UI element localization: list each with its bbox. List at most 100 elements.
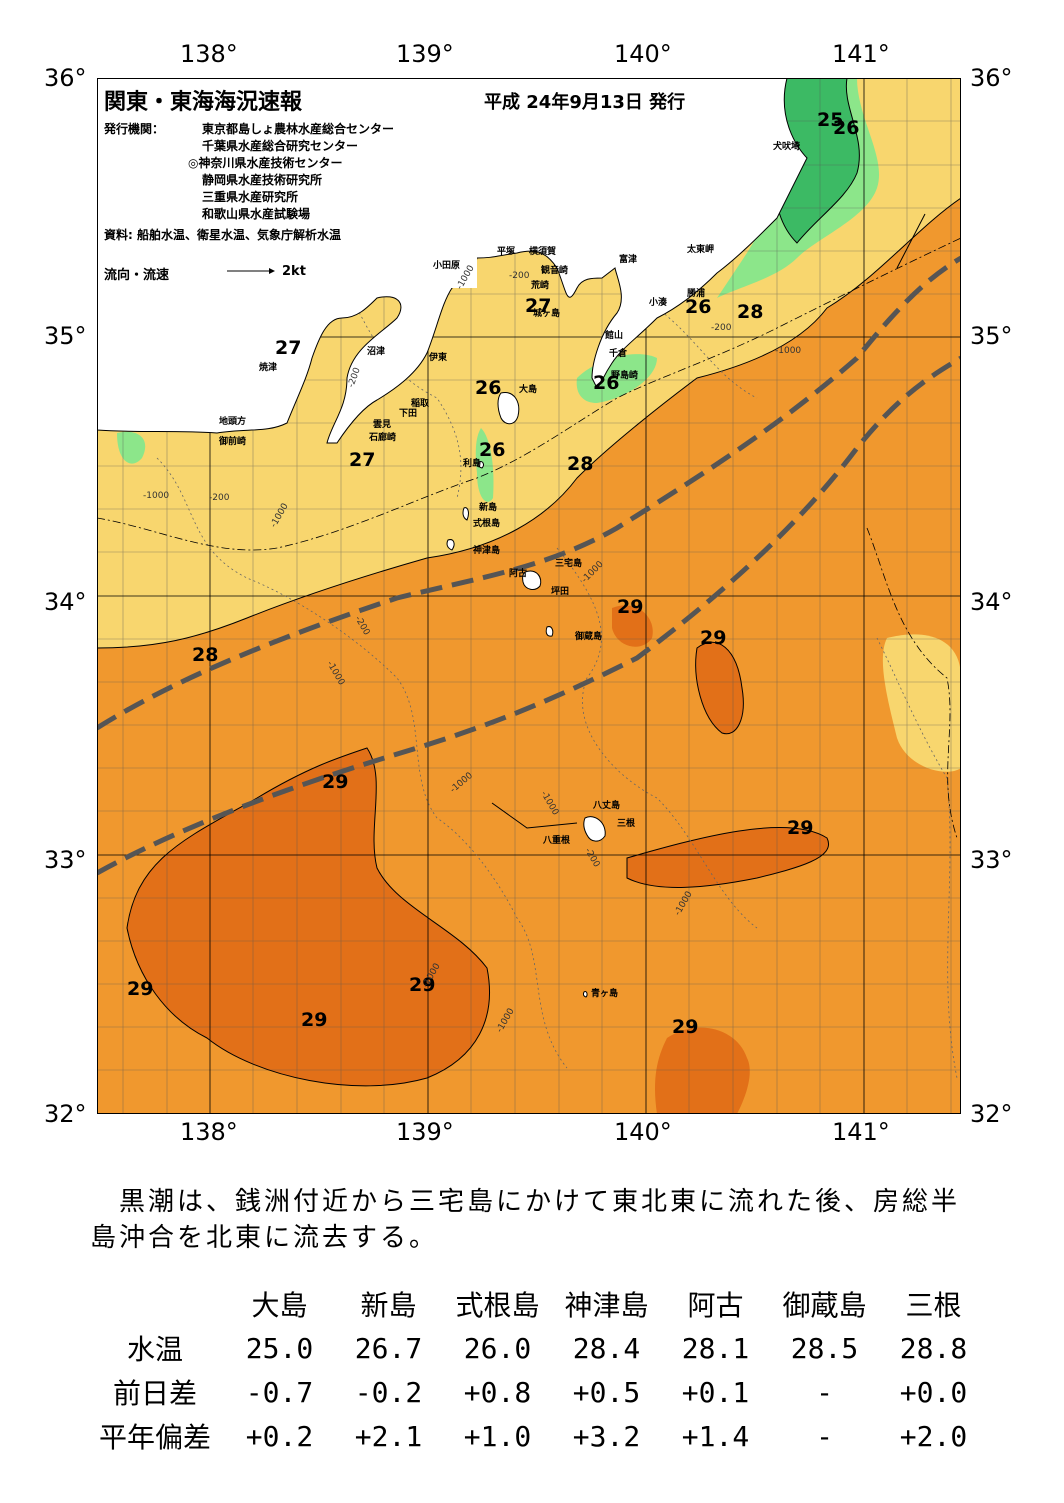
table-cell: -0.7 <box>245 1375 314 1409</box>
table-cell: +0.5 <box>572 1375 641 1409</box>
data-source: 資料: 船舶水温、衛星水温、気象庁解析水温 <box>104 228 341 242</box>
place-label: 千倉 <box>609 347 628 359</box>
kuroshio-description: 黒潮は、銭洲付近から三宅島にかけて東北東に流れた後、房総半島沖合を北東に流去する… <box>90 1187 961 1253</box>
place-label: 小田原 <box>432 259 460 271</box>
isotherm-label: 29 <box>617 596 643 618</box>
isotherm-label: 29 <box>301 1009 327 1031</box>
lat-tick-right-35: 35° <box>970 322 1013 350</box>
mikurajima-island <box>545 626 554 637</box>
isotherm-label: 26 <box>685 296 711 318</box>
isotherm-label: 28 <box>567 453 593 475</box>
place-label: 稲取 <box>411 397 430 409</box>
table-cell: 26.7 <box>354 1331 423 1365</box>
publishers-label: 発行機関： <box>104 122 165 136</box>
map-title: 関東・東海海況速報 <box>104 90 303 115</box>
place-label: 地頭方 <box>219 415 246 427</box>
table-cell: +0.1 <box>681 1375 750 1409</box>
place-label: 下田 <box>399 408 417 419</box>
secondary-isotherms <box>97 237 961 839</box>
lon-tick-top-140: 140° <box>614 40 672 68</box>
table-cell: +3.2 <box>572 1419 641 1453</box>
place-label: 石廊崎 <box>368 431 396 443</box>
place-label: 青ヶ島 <box>591 987 618 999</box>
isotherm-label: 29 <box>127 978 153 1000</box>
lat-tick-left-34: 34° <box>44 588 87 616</box>
sea-29c-zone-south <box>655 1027 750 1114</box>
place-label: 伊東 <box>428 351 447 363</box>
isotherm-label: 29 <box>322 771 348 793</box>
miyakejima-island <box>522 570 542 590</box>
isotherm-label: 26 <box>833 117 859 139</box>
current-arrows <box>491 213 926 829</box>
sea-25c-zone-choshi <box>775 78 860 243</box>
lat-tick-right-33: 33° <box>970 846 1013 874</box>
lat-tick-left-33: 33° <box>44 846 87 874</box>
hachijojima-island <box>583 816 606 842</box>
depth-label: -200 <box>711 323 732 333</box>
publisher-item: 千葉県水産総合研究センター <box>202 139 359 153</box>
lon-tick-bottom-140: 140° <box>614 1118 672 1146</box>
flow-legend-speed: 2kt <box>282 264 306 279</box>
row-label: 前日差 <box>112 1377 197 1410</box>
table-cell: -0.2 <box>354 1375 423 1409</box>
isotherm-label: 26 <box>475 377 501 399</box>
station-header: 神津島 <box>564 1289 649 1322</box>
place-label: 城ヶ島 <box>533 307 560 319</box>
place-label: 阿古 <box>509 567 527 579</box>
table-cell: 28.5 <box>790 1331 859 1365</box>
place-label: 小湊 <box>648 296 668 308</box>
sea-27c-patch-east <box>882 634 961 772</box>
table-row: 水温 25.0 26.7 26.0 28.4 28.1 28.5 28.8 <box>85 1326 988 1370</box>
publisher-item: 三重県水産研究所 <box>202 190 299 204</box>
table-row: 平年偏差 +0.2 +2.1 +1.0 +3.2 +1.4 - +2.0 <box>85 1414 988 1458</box>
station-header: 新島 <box>360 1289 417 1322</box>
place-label: 雲見 <box>373 418 391 430</box>
place-labels: 小田原 平塚 横須賀 観音崎 荒崎 城ヶ島 富津 太東岬 犬吠埼 勝浦 小湊 館… <box>218 140 800 999</box>
depth-label: -200 <box>509 271 530 281</box>
station-header: 式根島 <box>455 1289 540 1322</box>
lat-tick-right-36: 36° <box>970 64 1013 92</box>
place-label: 沼津 <box>367 345 385 357</box>
lat-tick-left-32: 32° <box>44 1100 87 1128</box>
lon-tick-bottom-141: 141° <box>832 1118 890 1146</box>
lon-tick-bottom-139: 139° <box>396 1118 454 1146</box>
lon-tick-top-138: 138° <box>180 40 238 68</box>
place-label: 観音崎 <box>541 264 568 276</box>
table-cell: - <box>816 1419 833 1453</box>
table-cell: +0.2 <box>245 1419 314 1453</box>
lat-tick-right-34: 34° <box>970 588 1013 616</box>
table-cell: 28.8 <box>899 1331 968 1365</box>
place-label: 式根島 <box>473 517 500 529</box>
oshima-island <box>497 392 520 425</box>
lon-tick-top-139: 139° <box>396 40 454 68</box>
bathymetry-contours <box>156 307 958 1079</box>
place-label: 八重根 <box>542 834 571 846</box>
row-label: 平年偏差 <box>98 1421 211 1454</box>
sea-29c-zone-mikura-east <box>612 605 653 647</box>
isotherm-label: 26 <box>479 439 505 461</box>
place-label: 勝浦 <box>687 287 705 299</box>
depth-label: -1000 <box>775 346 801 356</box>
table-cell: 28.4 <box>572 1331 641 1365</box>
publisher-item: 静岡県水産技術研究所 <box>202 173 323 187</box>
station-header: 三根 <box>905 1289 962 1322</box>
observation-table: 大島 新島 式根島 神津島 阿古 御蔵島 三根 水温 25.0 26.7 26.… <box>85 1282 988 1458</box>
table-row: 前日差 -0.7 -0.2 +0.8 +0.5 +0.1 - +0.0 <box>85 1370 988 1414</box>
station-header: 御蔵島 <box>782 1289 867 1322</box>
depth-label: -1000 <box>143 491 169 501</box>
sea-26c-zone-izu <box>475 428 494 502</box>
station-header: 阿古 <box>687 1289 744 1322</box>
isotherm-label: 28 <box>737 301 763 323</box>
lat-tick-left-36: 36° <box>44 64 87 92</box>
sea-26c-zone-omaezaki <box>117 431 146 464</box>
table-cell: - <box>816 1375 833 1409</box>
place-label: 八丈島 <box>592 799 620 811</box>
aogashima-island <box>582 991 588 998</box>
lat-tick-left-35: 35° <box>44 322 87 350</box>
publisher-item: 東京都島しょ農林水産総合センター <box>202 122 395 136</box>
table-header-row: 大島 新島 式根島 神津島 阿古 御蔵島 三根 <box>85 1282 988 1326</box>
lon-tick-bottom-138: 138° <box>180 1118 238 1146</box>
place-label: 太東岬 <box>686 243 714 255</box>
row-label: 水温 <box>126 1333 183 1366</box>
table-cell: +2.0 <box>899 1419 968 1453</box>
